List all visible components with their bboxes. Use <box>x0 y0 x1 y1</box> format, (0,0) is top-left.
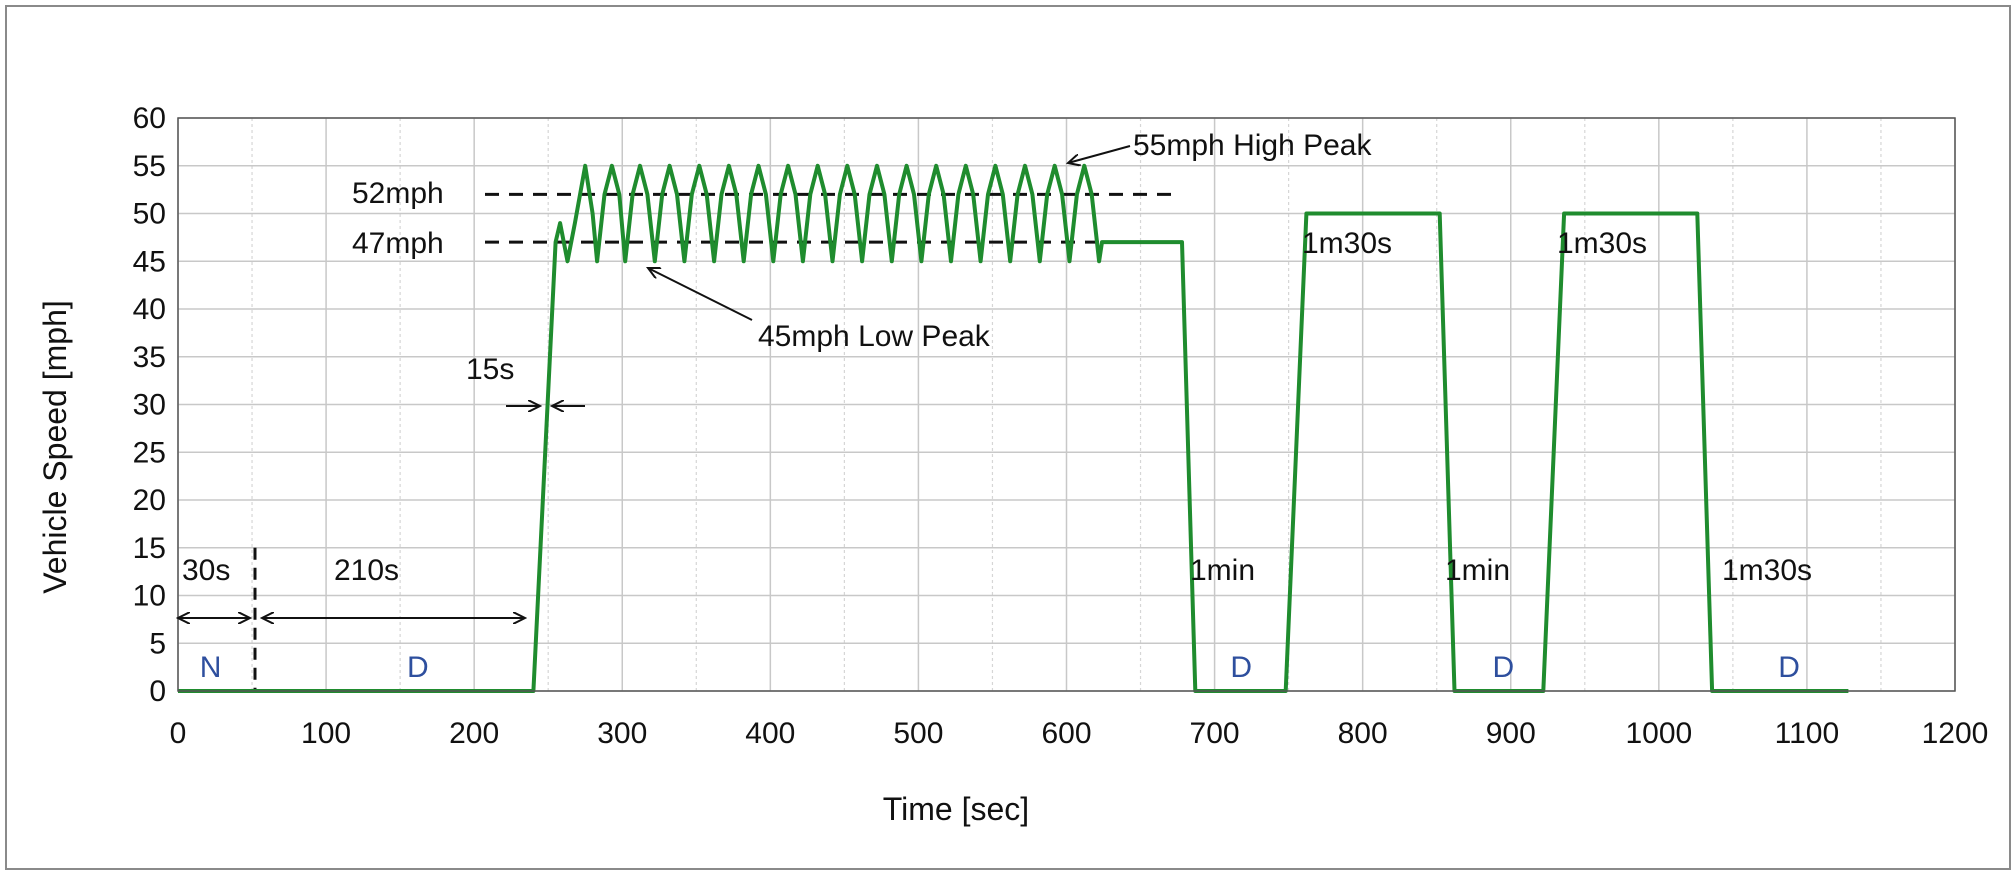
x-tick-label: 1000 <box>1625 717 1692 750</box>
x-tick-label: 700 <box>1190 717 1240 750</box>
x-tick-label: 1100 <box>1775 717 1840 750</box>
y-tick-label: 15 <box>133 532 166 565</box>
plot-area-border <box>177 117 1956 692</box>
ref-label-47: 47mph <box>352 227 444 260</box>
chart-frame <box>5 5 2011 870</box>
y-tick-label: 30 <box>133 389 166 422</box>
x-tick-label: 400 <box>745 717 795 750</box>
low-peak-arrow <box>648 268 753 321</box>
final-idle-label: 1m30s <box>1722 554 1812 587</box>
y-tick-label: 40 <box>133 293 166 326</box>
y-axis-title: Vehicle Speed [mph] <box>37 300 73 594</box>
plateau-2-label: 1m30s <box>1557 227 1647 260</box>
x-tick-label: 0 <box>170 717 187 750</box>
y-tick-label: 60 <box>133 102 166 135</box>
speed-series-line <box>178 163 1849 693</box>
high-peak-arrow <box>1068 145 1131 163</box>
y-tick-label: 55 <box>133 150 166 183</box>
y-tick-label: 5 <box>149 627 166 660</box>
neutral-duration-label: 30s <box>182 554 230 587</box>
x-tick-label: 800 <box>1338 717 1388 750</box>
y-tick-label: 25 <box>133 436 166 469</box>
x-tick-label: 100 <box>301 717 351 750</box>
mode-label-d: D <box>1493 651 1515 684</box>
x-tick-label: 500 <box>893 717 943 750</box>
x-tick-label: 1200 <box>1922 717 1989 750</box>
series-layer <box>178 163 1849 693</box>
idle-2-label: 1min <box>1445 554 1510 587</box>
mode-label-n: N <box>200 651 222 684</box>
y-tick-label: 45 <box>133 245 166 278</box>
x-tick-label: 300 <box>597 717 647 750</box>
y-tick-label: 0 <box>149 675 166 708</box>
mode-label-d: D <box>1778 651 1800 684</box>
ref-label-52: 52mph <box>352 177 444 210</box>
mode-label-d: D <box>407 651 429 684</box>
drive-duration-label: 210s <box>334 554 399 587</box>
y-tick-label: 50 <box>133 198 166 231</box>
ramp-15s-label: 15s <box>466 353 514 386</box>
plateau-1-label: 1m30s <box>1302 227 1392 260</box>
x-tick-label: 900 <box>1486 717 1536 750</box>
x-tick-label: 200 <box>449 717 499 750</box>
x-axis-title: Time [sec] <box>883 791 1029 827</box>
x-tick-label: 600 <box>1041 717 1091 750</box>
y-tick-label: 20 <box>133 484 166 517</box>
mode-label-d: D <box>1230 651 1252 684</box>
idle-1-label: 1min <box>1190 554 1255 587</box>
high-peak-annotation: 55mph High Peak <box>1133 129 1372 162</box>
y-tick-label: 35 <box>133 341 166 374</box>
axes: 0 100 200 300 400 500 600 700 800 900 1000 1100 1200… <box>133 102 1989 750</box>
y-tick-label: 10 <box>133 580 166 613</box>
low-peak-annotation: 45mph Low Peak <box>758 320 991 353</box>
